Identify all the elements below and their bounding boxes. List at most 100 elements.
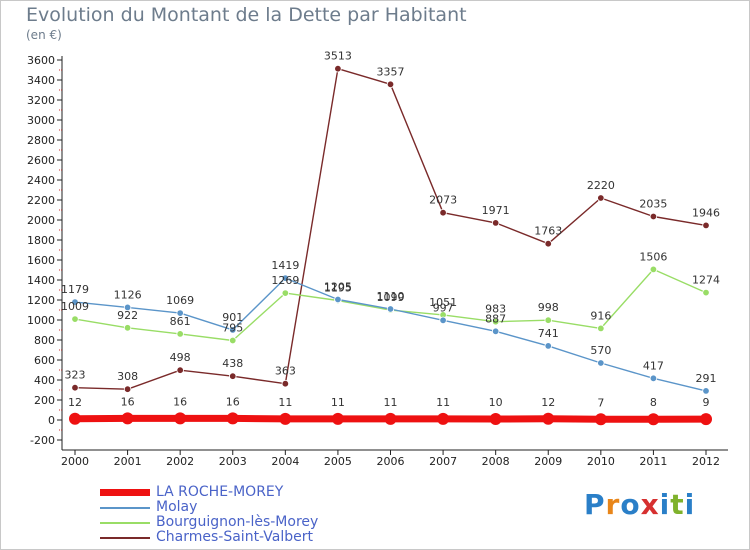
y-tick-label: 3200 [27, 94, 55, 107]
x-tick-label: 2003 [219, 455, 247, 468]
data-point [491, 318, 500, 326]
data-label: 1179 [61, 283, 89, 296]
data-point [647, 413, 660, 426]
data-point [334, 64, 342, 73]
legend-label: LA ROCHE-MOREY [156, 484, 284, 500]
data-label: 570 [590, 344, 611, 357]
legend-item: Charmes-Saint-Valbert [100, 530, 318, 545]
data-point [386, 80, 395, 88]
x-tick-label: 2012 [692, 455, 720, 468]
y-tick-label: 2800 [27, 134, 55, 147]
legend-swatch [100, 489, 150, 496]
data-point [281, 289, 290, 297]
data-point [489, 413, 502, 425]
data-label: 7 [597, 396, 604, 409]
data-point [649, 212, 658, 221]
data-point [281, 274, 290, 282]
data-point [229, 326, 237, 334]
y-tick-label: 2400 [27, 174, 55, 187]
data-point [597, 359, 605, 367]
data-point [544, 239, 552, 248]
data-label: 1099 [377, 291, 405, 304]
data-point [174, 412, 187, 425]
data-point [71, 384, 79, 392]
data-label: 1419 [271, 259, 299, 272]
data-label: 16 [173, 395, 187, 408]
legend-label: Bourguignon-lès-Morey [156, 514, 319, 530]
data-label: 1051 [429, 296, 457, 309]
data-label: 1205 [324, 281, 352, 294]
data-point [176, 309, 184, 317]
brand-letter: i [684, 488, 696, 521]
x-tick-label: 2001 [114, 455, 142, 468]
data-label: 887 [485, 312, 506, 325]
legend-item: Bourguignon-lès-Morey [100, 515, 318, 530]
brand-logo: Proxiti [584, 488, 695, 521]
brand-letter: t [670, 488, 685, 521]
data-label: 997 [433, 301, 454, 314]
data-point [229, 336, 237, 345]
y-tick-label: 3400 [27, 74, 55, 87]
series-3 [71, 64, 710, 393]
data-label: 795 [222, 322, 243, 335]
data-label: 16 [226, 395, 240, 408]
data-label: 10 [489, 396, 503, 409]
y-tick-label: 2600 [27, 154, 55, 167]
data-point [437, 412, 450, 425]
data-point [597, 194, 605, 202]
data-point [331, 412, 344, 425]
data-point [226, 412, 239, 425]
x-tick-label: 2000 [61, 455, 89, 468]
brand-letter: o [620, 488, 641, 521]
legend-swatch [100, 536, 150, 539]
x-tick-label: 2005 [324, 455, 352, 468]
data-label: 308 [117, 370, 138, 383]
data-point [544, 342, 552, 350]
data-label: 861 [170, 315, 191, 328]
x-tick-label: 2010 [587, 455, 615, 468]
data-label: 291 [696, 372, 717, 385]
data-point [439, 316, 447, 324]
y-tick-label: 600 [34, 354, 55, 367]
data-point [71, 298, 79, 306]
data-label: 1126 [114, 288, 142, 301]
data-label: 8 [650, 396, 657, 409]
data-label: 741 [538, 327, 559, 340]
data-label: 16 [121, 395, 135, 408]
data-label: 417 [643, 359, 664, 372]
y-tick-label: 2000 [27, 214, 55, 227]
data-label: 1269 [271, 274, 299, 287]
x-tick-label: 2009 [534, 455, 562, 468]
data-label: 438 [222, 357, 243, 370]
data-label: 1506 [639, 250, 667, 263]
data-label: 983 [485, 303, 506, 316]
y-tick-label: 1200 [27, 294, 55, 307]
data-label: 363 [275, 365, 296, 378]
brand-letter: x [640, 488, 660, 521]
data-point [386, 305, 395, 313]
y-tick-label: 400 [34, 374, 55, 387]
data-point [71, 315, 79, 323]
data-label: 2073 [429, 194, 457, 207]
y-tick-label: 1800 [27, 234, 55, 247]
data-point [121, 412, 134, 425]
data-label: 1274 [692, 274, 720, 287]
data-point [334, 295, 342, 304]
data-point [597, 324, 605, 333]
data-point [281, 380, 290, 388]
x-tick-label: 2011 [639, 455, 667, 468]
data-point [491, 219, 500, 227]
brand-letter: r [605, 488, 621, 521]
data-label: 1763 [534, 225, 562, 238]
data-label: 11 [436, 396, 450, 409]
data-point [123, 324, 132, 332]
data-label: 901 [222, 311, 243, 324]
y-tick-label: 3000 [27, 114, 55, 127]
data-label: 323 [65, 369, 86, 382]
data-label: 9 [703, 396, 710, 409]
data-point [491, 327, 500, 335]
data-label: 12 [541, 396, 555, 409]
y-tick-label: 0 [48, 414, 55, 427]
